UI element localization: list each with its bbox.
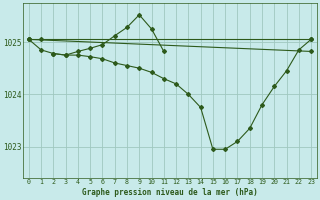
X-axis label: Graphe pression niveau de la mer (hPa): Graphe pression niveau de la mer (hPa): [82, 188, 258, 197]
